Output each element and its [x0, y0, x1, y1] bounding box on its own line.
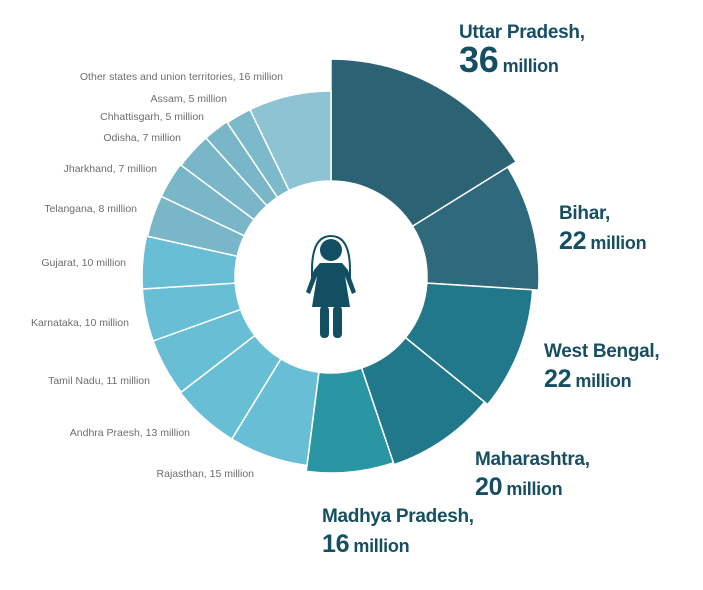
label-andhra-praesh: Andhra Praesh, 13 million [69, 427, 190, 439]
label-unit: million [575, 371, 632, 391]
slice-andhra-praesh [179, 334, 282, 441]
label-name: Madhya Pradesh, [322, 506, 474, 527]
slice-bihar [411, 166, 540, 291]
slice-west-bengal [404, 282, 534, 406]
label-unit: million [502, 56, 559, 76]
label-chhattisgarh: Chhattisgarh, 5 million [100, 111, 204, 123]
label-west-bengal: West Bengal, 22 million [544, 341, 660, 393]
label-karnataka: Karnataka, 10 million [30, 317, 129, 329]
label-madhya-pradesh: Madhya Pradesh, 16 million [322, 507, 474, 557]
label-assam: Assam, 5 million [150, 93, 227, 105]
label-unit: million [353, 536, 410, 556]
label-uttar-pradesh: Uttar Pradesh, 36 million [459, 23, 585, 78]
label-other-states: Other states and union territories, 16 m… [79, 71, 283, 83]
label-name: Maharashtra, [475, 449, 590, 470]
label-name: West Bengal, [544, 341, 660, 362]
label-odisha: Odisha, 7 million [103, 132, 181, 144]
label-name: Uttar Pradesh, [459, 22, 585, 43]
slice-other-states-and-union-territories [248, 90, 332, 192]
label-value: 20 [475, 473, 503, 501]
label-tamil-nadu: Tamil Nadu, 11 million [48, 375, 150, 387]
slice-uttar-pradesh [330, 58, 518, 228]
label-jharkhand: Jharkhand, 7 million [63, 163, 157, 175]
slice-madhya-pradesh [305, 367, 395, 474]
woman-icon [306, 234, 356, 338]
label-rajasthan: Rajasthan, 15 million [156, 468, 254, 480]
label-value: 22 [544, 365, 572, 393]
label-unit: million [590, 233, 647, 253]
label-value: 22 [559, 227, 587, 255]
slice-maharashtra [360, 336, 486, 466]
label-telangana: Telangana, 8 million [44, 203, 137, 215]
label-bihar: Bihar, 22 million [559, 203, 647, 255]
label-maharashtra: Maharashtra, 20 million [475, 450, 590, 500]
label-name: Bihar, [559, 203, 610, 224]
label-value: 36 [459, 39, 499, 80]
label-value: 16 [322, 530, 350, 558]
label-unit: million [506, 479, 563, 499]
label-gujarat: Gujarat, 10 million [41, 257, 126, 269]
